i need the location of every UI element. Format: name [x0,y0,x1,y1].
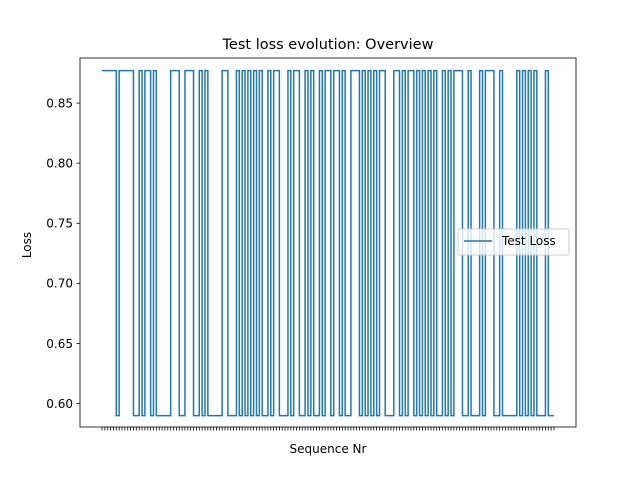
y-tick-label: 0.85 [46,96,73,110]
legend-box [457,228,570,256]
series-line-test-loss [102,69,554,417]
x-axis [101,427,555,431]
x-axis-label: Sequence Nr [290,442,367,456]
y-tick-label: 0.60 [46,397,73,411]
legend: Test Loss [457,228,570,256]
y-tick-label: 0.80 [46,156,73,170]
y-tick-label: 0.65 [46,337,73,351]
y-axis: 0.60 0.65 0.70 0.75 0.80 0.85 [46,96,80,411]
y-tick-label: 0.70 [46,277,73,291]
chart-title: Test loss evolution: Overview [222,37,434,53]
legend-label: Test Loss [501,234,556,248]
y-tick-label: 0.75 [46,217,73,231]
y-axis-label: Loss [20,232,34,258]
